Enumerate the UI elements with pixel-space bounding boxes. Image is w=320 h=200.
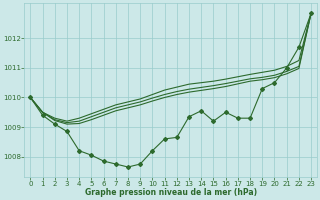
X-axis label: Graphe pression niveau de la mer (hPa): Graphe pression niveau de la mer (hPa) [85, 188, 257, 197]
